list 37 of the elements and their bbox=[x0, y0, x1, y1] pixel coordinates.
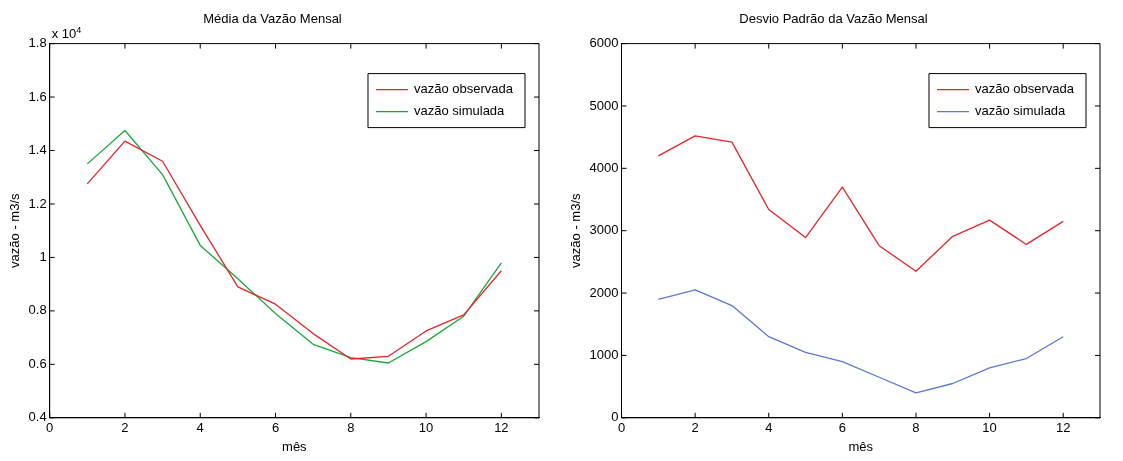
chart-title: Desvio Padrão da Vazão Mensal bbox=[739, 11, 928, 27]
x-tick-label: 4 bbox=[196, 420, 204, 436]
y-tick-label: 1000 bbox=[589, 347, 619, 363]
legend-label: vazão simulada bbox=[974, 103, 1067, 119]
y-axis-title: vazão - m3/s bbox=[568, 193, 584, 268]
y-tick-label: 1.2 bbox=[28, 195, 47, 211]
x-tick-label: 6 bbox=[838, 420, 846, 436]
y-tick-label: 1 bbox=[39, 249, 47, 265]
y-tick-label: 0.6 bbox=[28, 355, 47, 371]
x-axis-title: mês bbox=[282, 438, 308, 454]
x-tick-label: 8 bbox=[912, 420, 920, 436]
legend-label: vazão observada bbox=[413, 81, 514, 97]
legend-label: vazão simulada bbox=[413, 103, 506, 119]
x-tick-label: 2 bbox=[121, 420, 129, 436]
y-tick-label: 0.4 bbox=[28, 409, 47, 425]
y-tick-label: 4000 bbox=[589, 159, 619, 175]
y-tick-label: 1.8 bbox=[28, 35, 47, 51]
legend-label: vazão observada bbox=[974, 81, 1075, 97]
y-tick-label: 2000 bbox=[589, 284, 619, 300]
x-tick-label: 10 bbox=[418, 420, 434, 436]
x-tick-label: 6 bbox=[271, 420, 280, 436]
y-tick-label: 0 bbox=[611, 409, 619, 425]
y-tick-label: 1.6 bbox=[28, 88, 47, 104]
chart-title: Média da Vazão Mensal bbox=[203, 11, 342, 27]
y-tick-label: 3000 bbox=[589, 222, 619, 238]
y-tick-label: 0.8 bbox=[28, 302, 47, 318]
x-tick-label: 12 bbox=[494, 420, 509, 436]
x-tick-label: 4 bbox=[765, 420, 773, 436]
x-tick-label: 12 bbox=[1055, 420, 1071, 436]
x-tick-label: 10 bbox=[982, 420, 997, 436]
y-tick-label: 6000 bbox=[589, 35, 619, 51]
x-tick-label: 8 bbox=[347, 420, 355, 436]
y-axis-title: vazão - m3/s bbox=[7, 193, 23, 268]
y-tick-label: 1.4 bbox=[28, 142, 47, 158]
x-axis-title: mês bbox=[848, 438, 874, 454]
y-tick-label: 5000 bbox=[589, 97, 619, 113]
x-tick-label: 2 bbox=[691, 420, 699, 436]
